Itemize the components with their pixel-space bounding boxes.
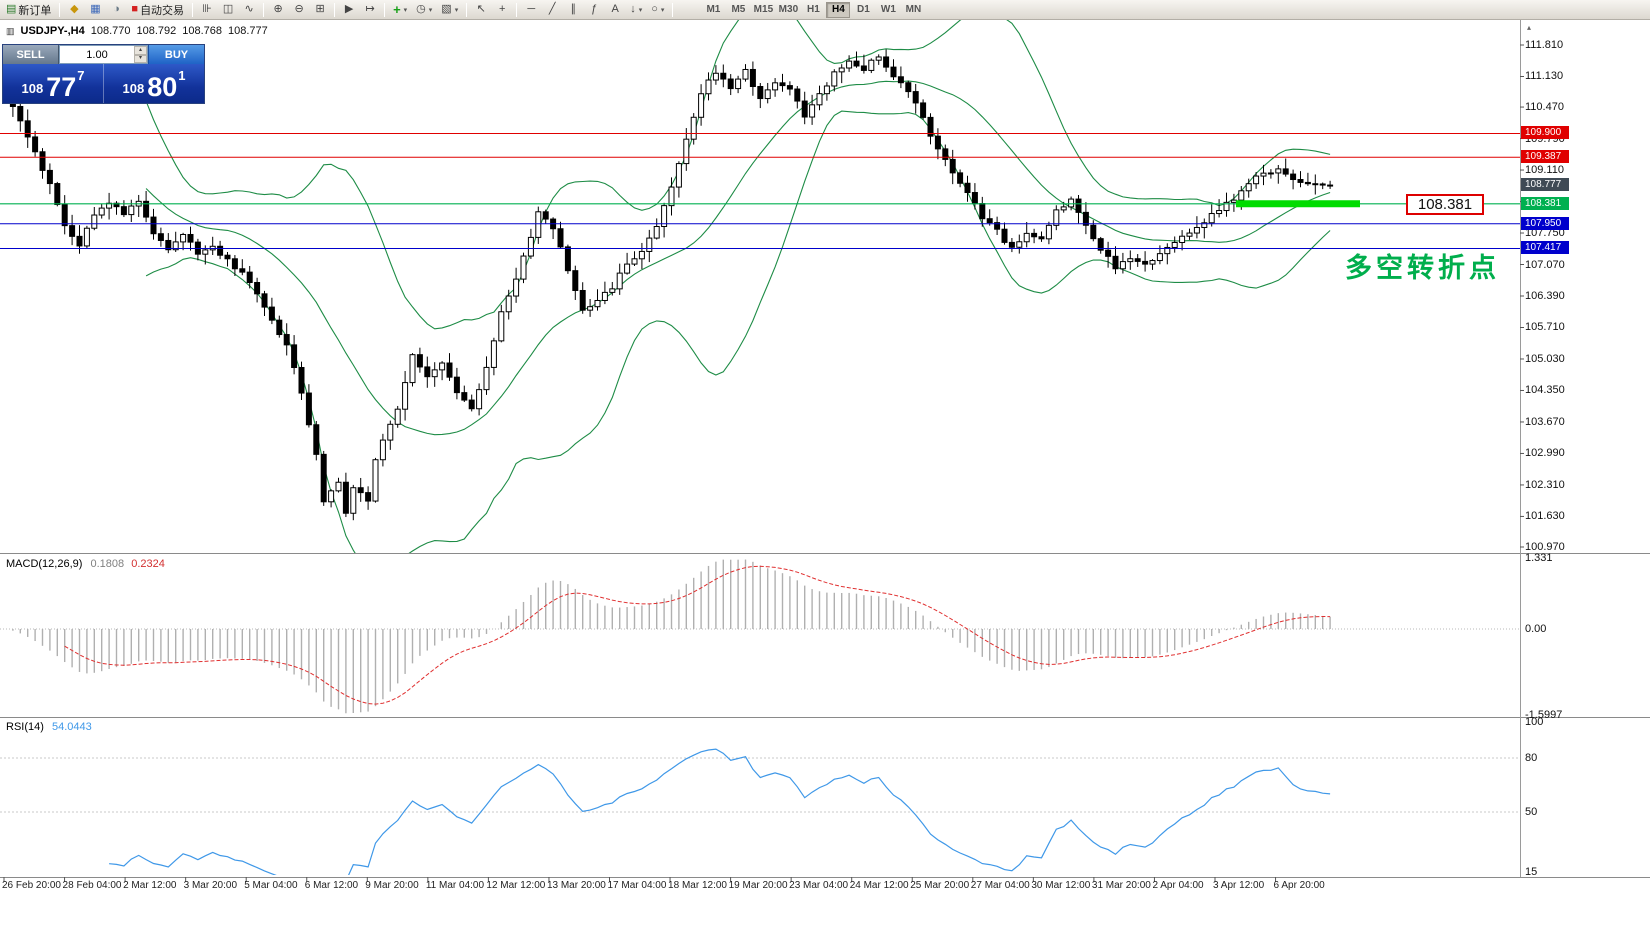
bar-chart-icon: ⊪	[202, 3, 212, 15]
timeframe-button-mn[interactable]: MN	[901, 2, 925, 18]
autotrade-button[interactable]: ■ 自动交易	[127, 1, 188, 19]
arrows-tool-icon: ↓	[630, 3, 636, 15]
auto-scroll-button[interactable]: ▶	[339, 1, 359, 19]
chevron-down-icon: ▾	[403, 6, 408, 14]
trendline-button[interactable]: ╱	[542, 1, 562, 19]
channel-button[interactable]: ∥	[563, 1, 583, 19]
indicators-icon: +	[393, 2, 401, 17]
timeframe-button-w1[interactable]: W1	[876, 2, 900, 18]
autotrade-stop-icon: ■	[131, 3, 139, 15]
cursor-button[interactable]: ↖	[471, 1, 491, 19]
toolbar-separator	[334, 2, 336, 17]
horizontal-line-icon: ─	[527, 3, 536, 15]
crosshair-icon: +	[499, 3, 506, 15]
tile-windows-button[interactable]: ⊞	[310, 1, 330, 19]
profiles-icon: ◑	[113, 3, 120, 15]
timeframe-button-h4[interactable]: H4	[826, 1, 851, 18]
trendline-icon: ╱	[548, 3, 556, 15]
tile-windows-icon: ⊞	[315, 3, 325, 15]
chart-shift-icon: ↦	[365, 3, 375, 15]
toolbar-separator	[384, 2, 386, 17]
timeframe-button-m1[interactable]: M1	[701, 2, 725, 18]
arrows-tool-button[interactable]: ↓ ▾	[626, 1, 646, 19]
shapes-button[interactable]: ○ ▾	[647, 1, 668, 19]
new-chart-icon: ▦	[90, 3, 101, 15]
chevron-down-icon: ▾	[454, 6, 459, 14]
channel-icon: ∥	[570, 3, 576, 15]
new-order-icon: ▤	[6, 3, 17, 15]
line-chart-icon: ∿	[244, 3, 254, 15]
profiles-button[interactable]: ◑	[106, 1, 126, 19]
chevron-down-icon: ▾	[638, 6, 643, 14]
zoom-in-button[interactable]: ⊕	[268, 1, 288, 19]
autotrade-label: 自动交易	[140, 4, 185, 17]
timeframe-button-h1[interactable]: H1	[801, 2, 825, 18]
crosshair-button[interactable]: +	[492, 1, 512, 19]
toolbar-separator	[59, 2, 61, 17]
timeframe-button-m5[interactable]: M5	[726, 2, 750, 18]
fibonacci-button[interactable]: ƒ	[584, 1, 604, 19]
shapes-icon: ○	[651, 3, 658, 15]
timeframe-button-d1[interactable]: D1	[851, 2, 875, 18]
zoom-out-button[interactable]: ⊖	[289, 1, 309, 19]
timeframe-button-m30[interactable]: M30	[776, 2, 800, 18]
timeframe-toolbar: M1 M5 M15 M30 H1 H4 D1 W1 MN	[701, 1, 925, 18]
text-label-icon: A	[611, 3, 619, 15]
candlestick-chart-icon: ◫	[222, 3, 234, 15]
candlestick-chart-button[interactable]: ◫	[218, 1, 238, 19]
toolbar-separator	[263, 2, 265, 17]
toolbar-separator	[672, 2, 674, 17]
charts-group-button[interactable]: ◆	[64, 1, 84, 19]
auto-scroll-icon: ▶	[344, 3, 354, 15]
chart-shift-button[interactable]: ↦	[360, 1, 380, 19]
toolbar-separator	[466, 2, 468, 17]
bar-chart-button[interactable]: ⊪	[197, 1, 217, 19]
zoom-out-icon: ⊖	[294, 3, 304, 15]
cursor-icon: ↖	[476, 3, 486, 15]
horizontal-line-button[interactable]: ─	[521, 1, 541, 19]
indicators-button[interactable]: + ▾	[389, 1, 411, 19]
templates-icon: ▧	[441, 3, 452, 15]
chevron-down-icon: ▾	[660, 6, 665, 14]
periods-clock-icon: ◷	[416, 3, 426, 15]
fibonacci-icon: ƒ	[591, 3, 598, 15]
toolbar-separator	[192, 2, 194, 17]
toolbar-separator	[516, 2, 518, 17]
chevron-down-icon: ▾	[428, 6, 433, 14]
new-order-button[interactable]: ▤ 新订单	[2, 1, 55, 19]
timeframe-button-m15[interactable]: M15	[751, 2, 775, 18]
templates-button[interactable]: ▧ ▾	[437, 1, 462, 19]
new-chart-button[interactable]: ▦	[85, 1, 105, 19]
zoom-in-icon: ⊕	[273, 3, 283, 15]
line-chart-button[interactable]: ∿	[239, 1, 259, 19]
charts-group-icon: ◆	[70, 3, 79, 15]
main-toolbar: ▤ 新订单 ◆ ▦ ◑ ■ 自动交易 ⊪ ◫ ∿ ⊕ ⊖ ⊞ ▶ ↦ + ▾ ◷ ▾…	[0, 0, 1650, 20]
new-order-label: 新订单	[18, 4, 52, 17]
text-label-button[interactable]: A	[605, 1, 625, 19]
periods-button[interactable]: ◷ ▾	[412, 1, 436, 19]
